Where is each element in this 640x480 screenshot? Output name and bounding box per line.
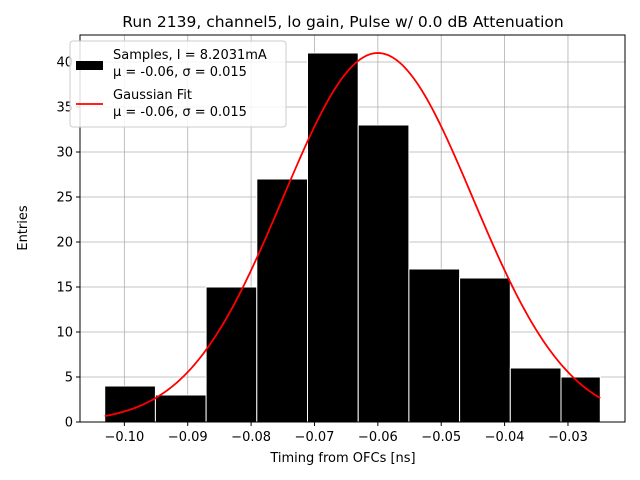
y-axis-ticks: 0 5 10 15 20 25 30 35 40 xyxy=(56,56,80,431)
histogram-bar-6 xyxy=(408,268,461,423)
gaussian-fit xyxy=(104,52,601,417)
y-tick-label-4: 20 xyxy=(56,236,73,251)
legend-stats-fit: μ = -0.06, σ = 0.015 xyxy=(113,105,247,120)
y-tick-label-1: 5 xyxy=(65,371,73,386)
plot-frame xyxy=(79,34,626,423)
legend-stats-samples: μ = -0.06, σ = 0.015 xyxy=(113,65,247,80)
chart-title: Run 2139, channel5, lo gain, Pulse w/ 0.… xyxy=(122,13,563,31)
y-tick-label-2: 10 xyxy=(56,326,73,341)
histogram-bar-7 xyxy=(459,277,511,423)
x-tick-label-2: −0.08 xyxy=(231,430,271,445)
x-tick-label-3: −0.07 xyxy=(295,430,335,445)
legend: Samples, I = 8.2031mA μ = -0.06, σ = 0.0… xyxy=(69,40,287,128)
x-axis-ticks: −0.10 −0.09 −0.08 −0.07 −0.06 −0.05 −0.04 −0.03 xyxy=(104,422,588,445)
histogram-bar-5 xyxy=(357,124,410,423)
x-tick-label-6: −0.04 xyxy=(485,430,525,445)
histogram-bars xyxy=(104,52,601,423)
x-tick-label-0: −0.10 xyxy=(104,430,144,445)
x-tick-label-4: −0.06 xyxy=(358,430,398,445)
histogram-bar-8 xyxy=(509,367,562,423)
histogram-bar-0 xyxy=(104,385,156,423)
histogram-bar-4 xyxy=(307,52,359,423)
y-axis-label: Entries xyxy=(16,205,31,251)
legend-label-fit: Gaussian Fit xyxy=(113,88,192,103)
x-tick-label-7: −0.03 xyxy=(548,430,588,445)
y-tick-label-8: 40 xyxy=(56,56,73,71)
legend-swatch-samples xyxy=(76,61,103,70)
x-tick-label-1: −0.09 xyxy=(168,430,208,445)
y-tick-label-7: 35 xyxy=(56,101,73,116)
fit-curve xyxy=(104,52,601,417)
histogram-bar-2 xyxy=(205,286,258,423)
histogram-bar-1 xyxy=(154,394,207,423)
y-tick-label-3: 15 xyxy=(56,281,73,296)
y-tick-label-5: 25 xyxy=(56,191,73,206)
x-axis-label: Timing from OFCs [ns] xyxy=(269,451,415,466)
y-tick-label-0: 0 xyxy=(65,416,73,431)
x-tick-label-5: −0.05 xyxy=(421,430,461,445)
histogram-bar-3 xyxy=(256,178,309,423)
legend-box xyxy=(69,40,287,128)
legend-label-samples: Samples, I = 8.2031mA xyxy=(113,48,267,63)
y-tick-label-6: 30 xyxy=(56,146,73,161)
